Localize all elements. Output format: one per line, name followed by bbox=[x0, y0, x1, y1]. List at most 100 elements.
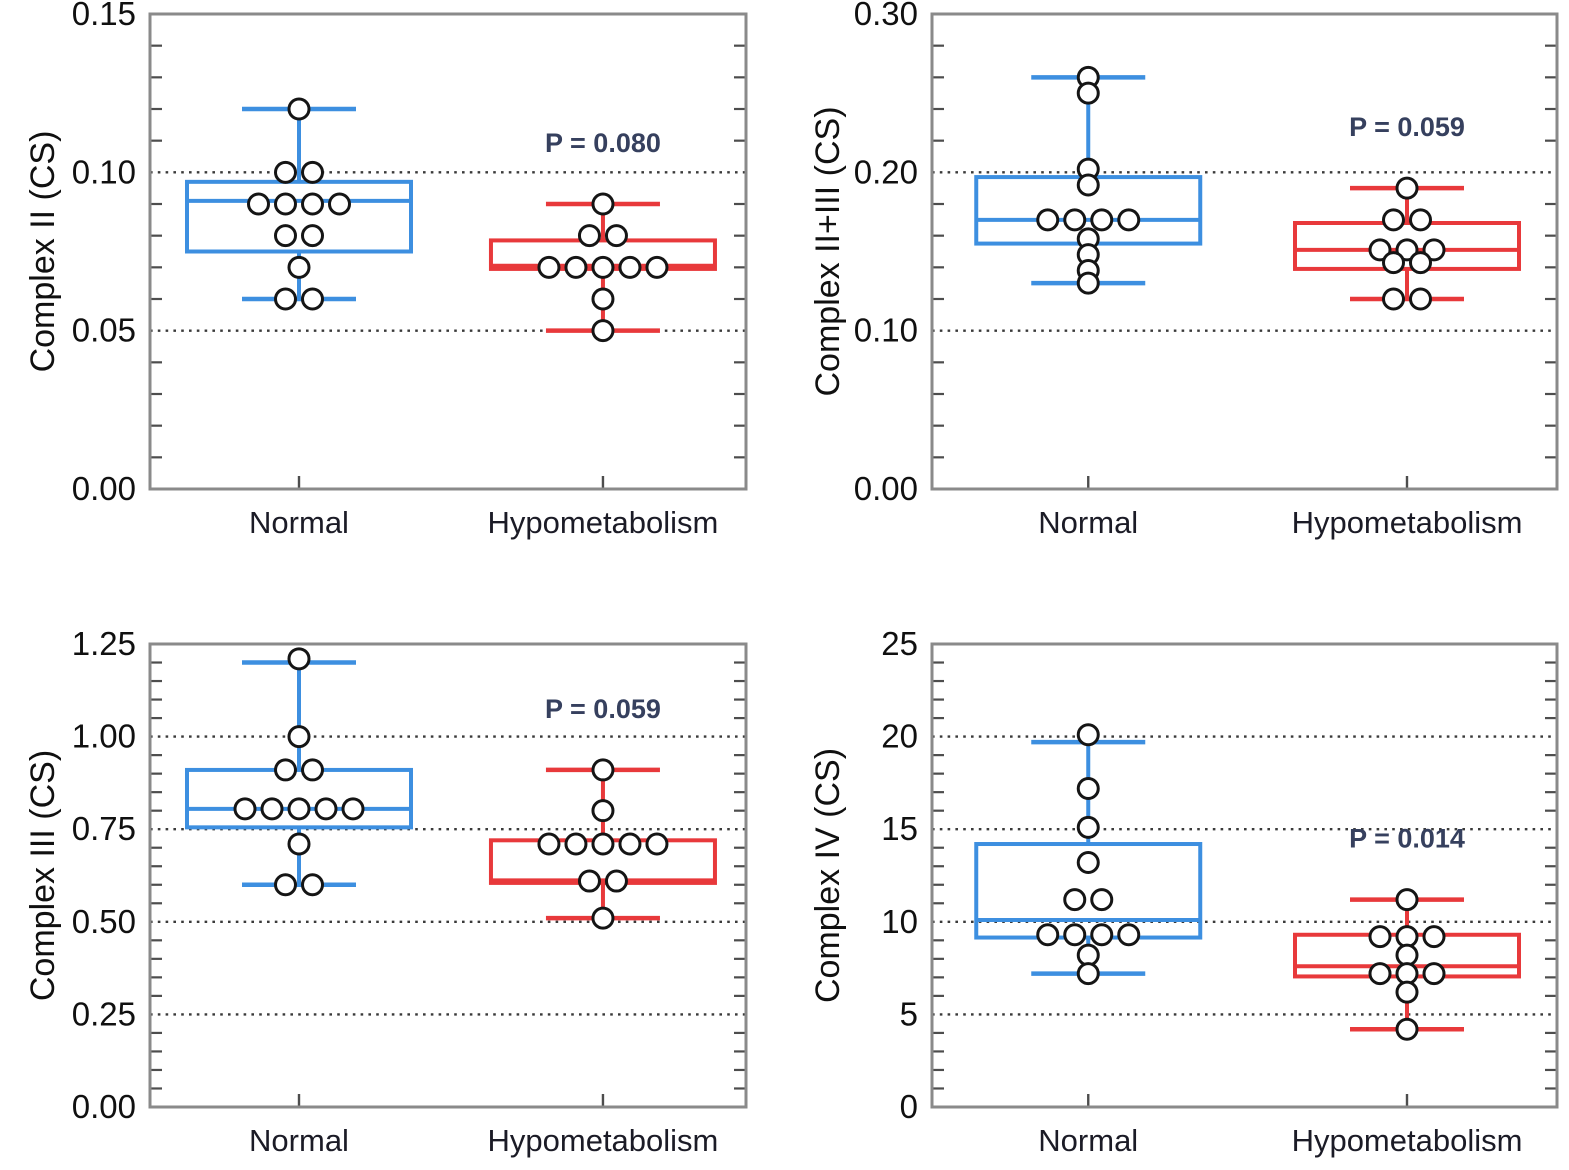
y-tick-label: 0.15 bbox=[72, 0, 136, 32]
data-point-normal bbox=[314, 797, 338, 821]
data-point-normal bbox=[1036, 208, 1060, 232]
data-point-hypometabolism bbox=[564, 832, 588, 856]
data-point-hypometabolism bbox=[591, 192, 615, 216]
category-label: Normal bbox=[249, 1123, 349, 1158]
y-tick-label: 25 bbox=[881, 625, 918, 662]
data-point-hypometabolism bbox=[604, 869, 628, 893]
data-point-normal bbox=[1076, 962, 1100, 986]
data-point-normal bbox=[301, 873, 324, 897]
data-point-normal bbox=[1063, 888, 1087, 912]
data-point-hypometabolism bbox=[577, 869, 601, 893]
data-point-hypometabolism bbox=[1422, 925, 1446, 949]
data-point-hypometabolism bbox=[604, 224, 628, 248]
plot-frame bbox=[148, 642, 748, 1109]
data-point-normal bbox=[1076, 81, 1100, 105]
data-point-normal bbox=[287, 797, 311, 821]
data-point-normal bbox=[287, 725, 311, 749]
data-point-normal bbox=[1063, 923, 1087, 947]
category-label: Hypometabolism bbox=[1292, 1123, 1523, 1158]
data-point-normal bbox=[287, 832, 311, 856]
data-point-normal bbox=[274, 160, 297, 184]
data-point-normal bbox=[260, 797, 284, 821]
y-tick-label: 1.25 bbox=[72, 625, 136, 662]
category-label: Hypometabolism bbox=[1292, 505, 1523, 540]
data-point-hypometabolism bbox=[537, 255, 561, 279]
data-point-hypometabolism bbox=[591, 832, 615, 856]
data-point-hypometabolism bbox=[1382, 287, 1405, 311]
data-point-hypometabolism bbox=[1382, 251, 1405, 275]
data-point-hypometabolism bbox=[1409, 208, 1432, 232]
y-tick-label: 0 bbox=[900, 1088, 918, 1125]
data-point-normal bbox=[287, 97, 311, 121]
data-point-normal bbox=[1063, 208, 1087, 232]
data-point-hypometabolism bbox=[591, 906, 615, 930]
y-tick-label: 0.05 bbox=[72, 312, 136, 349]
y-tick-label: 0.00 bbox=[854, 470, 918, 507]
data-point-normal bbox=[301, 287, 324, 311]
panel-complex-iii: 0.00 0.25 0.50 0.75 1.00 1.25 Complex III (CS)… bbox=[0, 585, 784, 1170]
y-tick-label: 0.00 bbox=[72, 470, 136, 507]
data-point-normal bbox=[301, 758, 324, 782]
data-point-normal bbox=[233, 797, 257, 821]
box-normal bbox=[185, 179, 413, 254]
y-tick-label: 0.75 bbox=[72, 810, 136, 847]
category-label: Normal bbox=[1038, 505, 1138, 540]
data-point-normal bbox=[1076, 271, 1100, 295]
data-point-normal bbox=[301, 224, 324, 248]
category-label: Normal bbox=[249, 505, 349, 540]
data-point-hypometabolism bbox=[1409, 251, 1432, 275]
data-point-hypometabolism bbox=[1395, 943, 1419, 967]
category-label: Normal bbox=[1038, 1123, 1138, 1158]
data-point-normal bbox=[287, 255, 311, 279]
data-point-normal bbox=[301, 160, 324, 184]
data-point-hypometabolism bbox=[1368, 962, 1392, 986]
p-value-label: P = 0.059 bbox=[545, 694, 661, 724]
data-point-normal bbox=[1117, 923, 1141, 947]
data-point-normal bbox=[1090, 923, 1114, 947]
y-tick-label: 10 bbox=[881, 903, 918, 940]
y-tick-label: 0.20 bbox=[854, 153, 918, 190]
data-point-hypometabolism bbox=[1395, 888, 1419, 912]
data-point-normal bbox=[274, 873, 297, 897]
y-tick-label: 15 bbox=[881, 810, 918, 847]
box-hypometabolism bbox=[1293, 221, 1521, 271]
y-tick-label: 5 bbox=[900, 995, 918, 1032]
boxplot-panel-4: 0 5 10 15 20 25 Complex IV (CS) Normal Hypometab… bbox=[809, 625, 1559, 1158]
data-point-normal bbox=[247, 192, 270, 216]
y-axis-title: Complex IV (CS) bbox=[809, 748, 847, 1003]
data-point-normal bbox=[1076, 943, 1100, 967]
data-point-hypometabolism bbox=[591, 287, 615, 311]
data-point-normal bbox=[1036, 923, 1060, 947]
data-point-normal bbox=[1076, 815, 1100, 839]
data-point-hypometabolism bbox=[618, 255, 642, 279]
y-tick-label: 0.10 bbox=[72, 153, 136, 190]
data-point-hypometabolism bbox=[591, 758, 615, 782]
plot-frame bbox=[930, 642, 1559, 1109]
data-point-hypometabolism bbox=[577, 224, 601, 248]
boxplot-panel-3: 0.00 0.25 0.50 0.75 1.00 1.25 Complex III (CS)… bbox=[24, 625, 748, 1158]
data-point-hypometabolism bbox=[1422, 962, 1446, 986]
category-label: Hypometabolism bbox=[488, 505, 719, 540]
data-point-normal bbox=[1090, 208, 1114, 232]
data-point-hypometabolism bbox=[591, 799, 615, 823]
y-tick-label: 1.00 bbox=[72, 718, 136, 755]
category-label: Hypometabolism bbox=[488, 1123, 719, 1158]
data-point-normal bbox=[274, 192, 297, 216]
box-normal bbox=[185, 767, 413, 830]
p-value-label: P = 0.059 bbox=[1349, 112, 1465, 142]
data-point-hypometabolism bbox=[1409, 287, 1432, 311]
data-point-normal bbox=[301, 192, 324, 216]
y-tick-label: 0.25 bbox=[72, 995, 136, 1032]
y-axis-title: Complex III (CS) bbox=[24, 750, 62, 1001]
box-normal bbox=[974, 842, 1203, 940]
data-point-hypometabolism bbox=[1395, 980, 1419, 1004]
data-point-normal bbox=[274, 287, 297, 311]
data-point-hypometabolism bbox=[618, 832, 642, 856]
data-point-hypometabolism bbox=[591, 255, 615, 279]
data-point-normal bbox=[287, 647, 311, 671]
data-point-normal bbox=[341, 797, 365, 821]
data-point-normal bbox=[274, 224, 297, 248]
panel-complex-ii: 0.00 0.05 0.10 0.15 Complex II (CS) Normal Hyp… bbox=[0, 0, 784, 585]
panel-complex-ii-iii: 0.00 0.10 0.20 0.30 Complex II+III (CS) Norma… bbox=[785, 0, 1569, 585]
